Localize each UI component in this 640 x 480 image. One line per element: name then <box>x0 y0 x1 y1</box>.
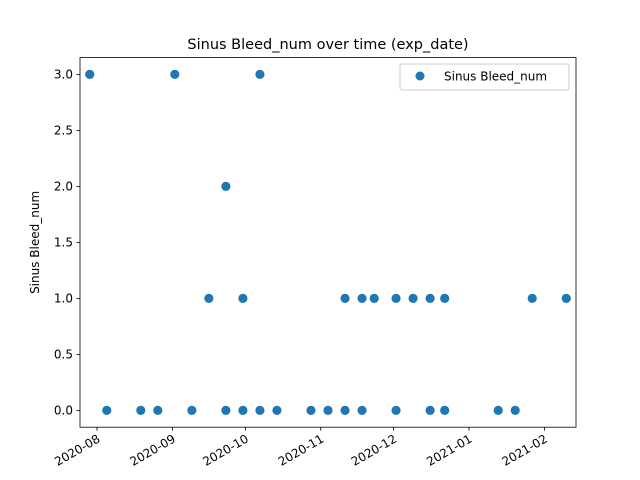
data-point <box>306 405 316 415</box>
data-point <box>272 405 282 415</box>
data-point <box>408 293 418 303</box>
y-tick-label: 1.5 <box>54 236 73 250</box>
data-point <box>340 293 350 303</box>
chart-title: Sinus Bleed_num over time (exp_date) <box>187 37 468 53</box>
data-point <box>561 293 571 303</box>
data-point <box>425 293 435 303</box>
y-tick-label: 3.0 <box>54 68 73 82</box>
data-point <box>136 405 146 415</box>
y-tick-label: 0.0 <box>54 404 73 418</box>
data-point <box>527 293 537 303</box>
data-point <box>255 405 265 415</box>
data-point <box>440 293 450 303</box>
data-points <box>85 69 571 415</box>
y-tick-label: 2.0 <box>54 180 73 194</box>
data-point <box>340 405 350 415</box>
data-point <box>85 69 95 79</box>
legend-marker <box>415 71 425 81</box>
data-point <box>238 293 248 303</box>
data-point <box>323 405 333 415</box>
data-point <box>170 69 180 79</box>
data-point <box>153 405 163 415</box>
legend: Sinus Bleed_num <box>399 63 570 91</box>
data-point <box>187 405 197 415</box>
data-point <box>357 405 367 415</box>
data-point <box>440 405 450 415</box>
data-point <box>204 293 214 303</box>
data-point <box>221 181 231 191</box>
y-axis: 0.0 0.5 1.0 1.5 2.0 2.5 3.0 <box>54 68 80 418</box>
data-point <box>357 293 367 303</box>
y-tick-label: 0.5 <box>54 348 73 362</box>
y-tick-label: 1.0 <box>54 292 73 306</box>
data-point <box>221 405 231 415</box>
legend-label: Sinus Bleed_num <box>444 70 547 84</box>
data-point <box>391 405 401 415</box>
data-point <box>510 405 520 415</box>
data-point <box>102 405 112 415</box>
data-point <box>493 405 503 415</box>
data-point <box>425 405 435 415</box>
data-point <box>255 69 265 79</box>
y-axis-label: Sinus Bleed_num <box>28 191 42 294</box>
legend-box <box>399 63 570 91</box>
data-point <box>391 293 401 303</box>
y-tick-label: 2.5 <box>54 124 73 138</box>
data-point <box>238 405 248 415</box>
data-point <box>369 293 379 303</box>
